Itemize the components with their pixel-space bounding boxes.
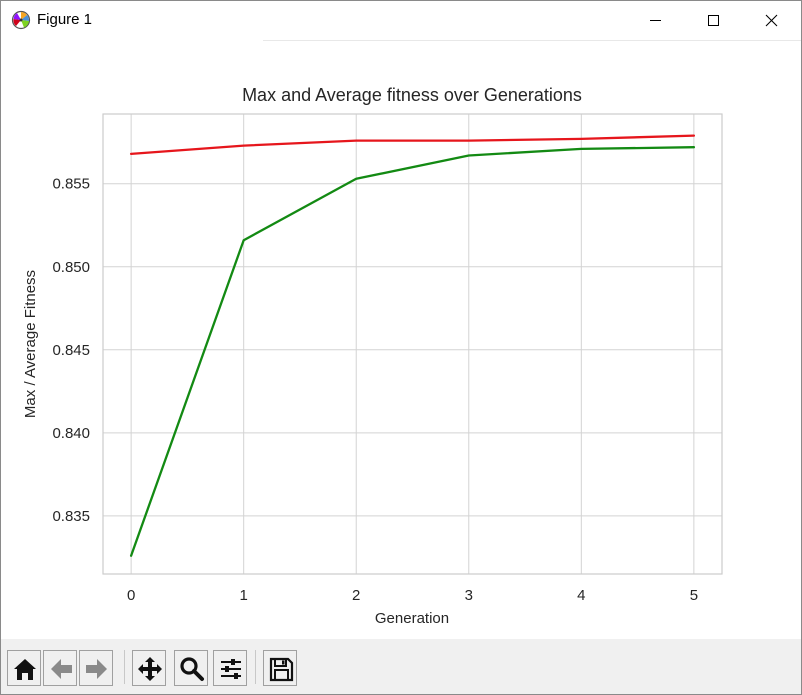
configure-subplots-button[interactable]: [213, 650, 247, 686]
home-icon: [14, 659, 36, 680]
x-axis-label: Generation: [375, 610, 449, 627]
line-chart: Max and Average fitness over Generations…: [22, 85, 723, 627]
x-tick-label: 3: [465, 587, 473, 604]
pan-icon: [138, 657, 162, 681]
pan-button[interactable]: [132, 650, 166, 686]
back-button[interactable]: [43, 650, 77, 686]
forward-icon: [86, 659, 107, 679]
y-tick-label: 0.835: [52, 508, 90, 525]
window-title: Figure 1: [37, 11, 93, 28]
zoom-button[interactable]: [174, 650, 208, 686]
zoom-icon: [180, 657, 204, 681]
configure-subplots-icon: [221, 659, 241, 679]
average-fitness-line: [129, 146, 696, 557]
title-bar[interactable]: Figure 1: [1, 1, 801, 40]
minimize-button[interactable]: [627, 1, 685, 40]
x-tick-label: 5: [690, 587, 698, 604]
y-tick-label: 0.850: [52, 259, 90, 276]
x-tick-label: 0: [127, 587, 135, 604]
chart-title: Max and Average fitness over Generations: [242, 85, 582, 105]
axes-frame: [102, 113, 723, 575]
close-button[interactable]: [743, 1, 801, 40]
toolbar-separator: [255, 650, 256, 684]
minimize-icon: [650, 20, 661, 21]
title-bar-divider: [263, 40, 801, 41]
matplotlib-logo-icon: [11, 10, 31, 30]
y-tick-label: 0.845: [52, 342, 90, 359]
x-tick-label: 1: [240, 587, 248, 604]
navigation-toolbar: [1, 639, 801, 694]
save-icon: [269, 657, 294, 682]
maximize-button[interactable]: [685, 1, 743, 40]
y-tick-label: 0.840: [52, 425, 90, 442]
toolbar-separator: [124, 650, 125, 684]
max-fitness-line: [129, 134, 696, 156]
save-button[interactable]: [263, 650, 297, 686]
home-button[interactable]: [7, 650, 41, 686]
y-axis-label: Max / Average Fitness: [22, 270, 39, 418]
maximize-icon: [708, 15, 719, 26]
plot-area: [103, 114, 722, 574]
back-icon: [51, 659, 72, 679]
x-tick-label: 4: [577, 587, 585, 604]
figure-canvas[interactable]: Max and Average fitness over Generations…: [1, 41, 801, 639]
x-tick-label: 2: [352, 587, 360, 604]
close-icon: [765, 14, 778, 27]
y-tick-label: 0.855: [52, 176, 90, 193]
forward-button[interactable]: [79, 650, 113, 686]
